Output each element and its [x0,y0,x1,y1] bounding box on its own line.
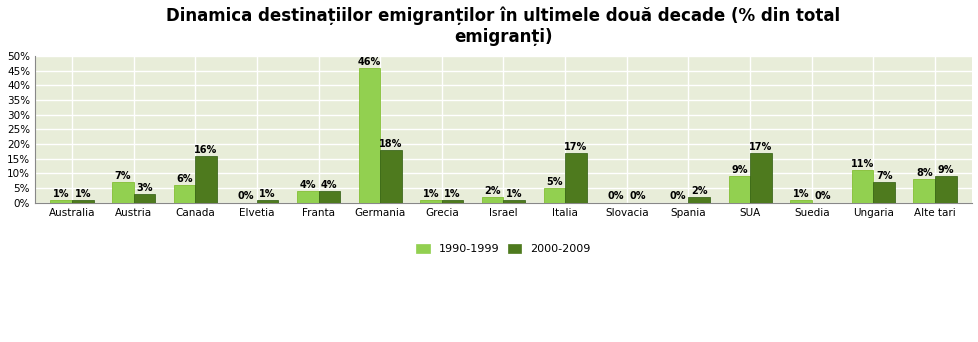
Bar [934,176,956,203]
Text: 0%: 0% [607,192,624,201]
Bar [195,156,216,203]
Bar [71,200,94,203]
Text: 0%: 0% [238,192,254,201]
Text: 9%: 9% [731,165,747,175]
Bar [481,197,503,203]
Bar [358,68,379,203]
Text: 0%: 0% [629,192,645,201]
Bar [789,200,811,203]
Text: 17%: 17% [748,142,772,152]
Text: 2%: 2% [484,186,501,196]
Bar [503,200,524,203]
Bar [379,150,401,203]
Text: 4%: 4% [299,180,316,190]
Text: 16%: 16% [195,145,217,155]
Bar [912,179,934,203]
Text: 1%: 1% [506,188,522,199]
Bar [420,200,441,203]
Bar [688,197,709,203]
Text: 1%: 1% [444,188,461,199]
Text: 0%: 0% [814,192,830,201]
Bar [872,182,894,203]
Text: 18%: 18% [378,139,402,149]
Text: 1%: 1% [53,188,69,199]
Text: 1%: 1% [259,188,276,199]
Text: 5%: 5% [546,177,562,187]
Bar [111,182,133,203]
Text: 6%: 6% [176,174,193,184]
Bar [256,200,278,203]
Text: 8%: 8% [915,168,932,178]
Text: 3%: 3% [136,183,153,193]
Text: 17%: 17% [563,142,587,152]
Text: 2%: 2% [690,186,707,196]
Bar [318,191,339,203]
Text: 1%: 1% [74,188,91,199]
Bar [543,188,564,203]
Bar [564,153,586,203]
Text: 1%: 1% [792,188,809,199]
Text: 7%: 7% [114,171,131,181]
Bar [133,194,155,203]
Bar [173,185,195,203]
Text: 46%: 46% [357,57,380,67]
Text: 1%: 1% [422,188,439,199]
Text: 7%: 7% [875,171,892,181]
Text: 11%: 11% [850,159,873,169]
Text: 9%: 9% [937,165,954,175]
Bar [50,200,71,203]
Legend: 1990-1999, 2000-2009: 1990-1999, 2000-2009 [412,239,595,259]
Bar [749,153,771,203]
Bar [441,200,463,203]
Text: 0%: 0% [669,192,686,201]
Bar [296,191,318,203]
Bar [728,176,749,203]
Title: Dinamica destinațiilor emigranților în ultimele două decade (% din total
emigran: Dinamica destinațiilor emigranților în u… [166,7,840,46]
Text: 4%: 4% [321,180,337,190]
Bar [851,170,872,203]
